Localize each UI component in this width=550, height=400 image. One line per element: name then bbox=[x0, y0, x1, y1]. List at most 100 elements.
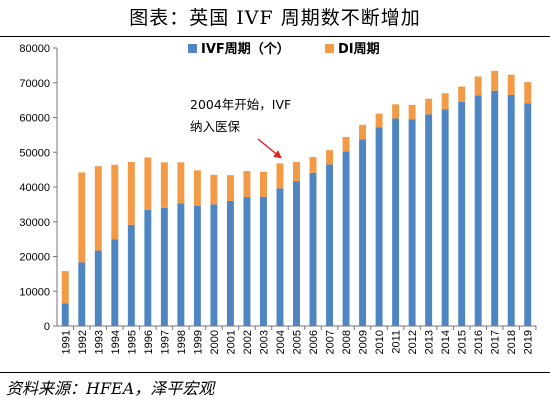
x-tick-label: 2015 bbox=[457, 330, 469, 354]
bar-di-2008 bbox=[342, 136, 350, 152]
bar-di-2005 bbox=[293, 161, 300, 182]
annotation-line-1: 2004年开始，IVF bbox=[190, 97, 291, 112]
x-tick-label: 2019 bbox=[523, 330, 535, 354]
y-tick-label: 30000 bbox=[19, 217, 50, 229]
bar-ivf-1991 bbox=[61, 303, 69, 326]
annotation-arrow-line bbox=[257, 138, 279, 156]
bar-di-1992 bbox=[78, 172, 86, 263]
bar-ivf-2009 bbox=[359, 139, 367, 326]
x-tick-label: 2010 bbox=[374, 330, 386, 354]
bar-di-2011 bbox=[392, 104, 400, 119]
bar-di-1991 bbox=[61, 271, 69, 304]
y-tick-label: 0 bbox=[44, 321, 50, 333]
bar-di-2001 bbox=[226, 175, 234, 201]
x-tick-label: 2000 bbox=[209, 330, 221, 354]
x-tick-label: 1991 bbox=[60, 330, 72, 354]
bar-di-1993 bbox=[94, 166, 102, 251]
bar-chart: 0 10000 20000 30000 40000 50000 60000 70000 8000… bbox=[19, 41, 537, 354]
y-tick-label: 80000 bbox=[19, 43, 50, 55]
y-tick-label: 50000 bbox=[19, 147, 50, 159]
x-tick-label: 2012 bbox=[407, 330, 419, 354]
bar-di-2009 bbox=[359, 124, 367, 140]
y-tick-label: 40000 bbox=[19, 182, 50, 194]
source-divider bbox=[0, 372, 550, 373]
bar-ivf-1992 bbox=[78, 262, 86, 326]
x-axis: 1991 1992 1993 1994 1995 1996 1997 1998 1999 2000… bbox=[57, 325, 537, 354]
x-tick-label: 2014 bbox=[440, 330, 452, 354]
y-tick-label: 60000 bbox=[19, 113, 50, 125]
bar-ivf-2017 bbox=[491, 90, 499, 327]
x-tick-label: 2007 bbox=[325, 330, 337, 354]
bar-ivf-2018 bbox=[507, 94, 515, 326]
bar-di-2017 bbox=[491, 70, 499, 91]
bar-ivf-2004 bbox=[276, 188, 284, 326]
bar-di-2010 bbox=[375, 113, 383, 128]
bar-di-1994 bbox=[111, 164, 119, 240]
x-tick-label: 2018 bbox=[506, 330, 518, 354]
bar-di-1999 bbox=[193, 170, 201, 206]
legend-label: IVF周期（个） bbox=[201, 41, 290, 57]
bar-ivf-2019 bbox=[524, 103, 532, 326]
bar-ivf-2015 bbox=[458, 101, 466, 326]
bar-ivf-2002 bbox=[243, 197, 251, 326]
bar-ivf-1999 bbox=[193, 205, 201, 326]
legend-swatch bbox=[188, 44, 197, 53]
bar-di-2000 bbox=[210, 174, 218, 205]
bar-ivf-2012 bbox=[408, 119, 416, 326]
bar-ivf-2007 bbox=[326, 164, 334, 326]
bar-di-2006 bbox=[309, 157, 317, 173]
bar-ivf-2010 bbox=[375, 127, 383, 326]
bar-ivf-1995 bbox=[127, 224, 135, 326]
title-divider bbox=[0, 36, 550, 37]
bar-di-2019 bbox=[524, 82, 532, 104]
x-tick-label: 2006 bbox=[308, 330, 320, 354]
bar-ivf-1996 bbox=[144, 209, 152, 326]
bars bbox=[61, 70, 532, 327]
bar-di-2014 bbox=[441, 93, 449, 110]
bar-di-2016 bbox=[474, 76, 482, 96]
bar-di-1995 bbox=[127, 161, 135, 225]
bar-ivf-2003 bbox=[259, 196, 267, 326]
bar-ivf-1994 bbox=[111, 239, 119, 326]
y-tick-label: 10000 bbox=[19, 286, 50, 298]
bar-di-1998 bbox=[177, 162, 185, 204]
source-note: 资料来源：HFEA，泽平宏观 bbox=[6, 379, 215, 398]
bar-ivf-1997 bbox=[160, 207, 168, 326]
bar-ivf-1993 bbox=[94, 250, 102, 326]
x-tick-label: 2008 bbox=[341, 330, 353, 354]
x-tick-label: 2002 bbox=[242, 330, 254, 354]
x-tick-label: 1998 bbox=[176, 330, 188, 354]
legend-label: DI周期 bbox=[338, 42, 380, 57]
x-tick-label: 2001 bbox=[225, 330, 237, 354]
x-tick-label: 2009 bbox=[358, 330, 370, 354]
x-tick-label: 1995 bbox=[126, 330, 138, 354]
bar-ivf-2013 bbox=[425, 114, 433, 326]
legend: IVF周期（个） DI周期 bbox=[188, 41, 380, 57]
x-tick-label: 1997 bbox=[159, 330, 171, 354]
bar-ivf-2016 bbox=[474, 95, 482, 326]
bar-di-1997 bbox=[160, 162, 168, 208]
bar-ivf-2011 bbox=[392, 118, 400, 326]
bar-ivf-2005 bbox=[293, 181, 300, 326]
y-tick-label: 20000 bbox=[19, 252, 50, 264]
x-tick-label: 1996 bbox=[143, 330, 155, 354]
x-tick-label: 1999 bbox=[192, 330, 204, 354]
x-tick-label: 2011 bbox=[391, 330, 403, 354]
x-tick-label: 1992 bbox=[77, 330, 89, 354]
bar-di-2012 bbox=[408, 104, 416, 120]
bar-ivf-1998 bbox=[177, 203, 185, 326]
bar-ivf-2001 bbox=[226, 200, 234, 326]
x-tick-label: 1994 bbox=[110, 330, 122, 354]
bar-ivf-2000 bbox=[210, 204, 218, 326]
x-tick-label: 2005 bbox=[292, 330, 304, 354]
bar-ivf-2014 bbox=[441, 109, 449, 326]
annotation: 2004年开始，IVF 纳入医保 bbox=[190, 97, 291, 159]
y-tick-label: 70000 bbox=[19, 78, 50, 90]
bar-ivf-2008 bbox=[342, 151, 350, 326]
x-tick-label: 2016 bbox=[473, 330, 485, 354]
bar-di-2003 bbox=[259, 171, 267, 197]
x-tick-label: 2004 bbox=[275, 330, 287, 354]
x-tick-label: 2003 bbox=[258, 330, 270, 354]
bar-di-1996 bbox=[144, 157, 152, 210]
bar-ivf-2006 bbox=[309, 172, 317, 326]
